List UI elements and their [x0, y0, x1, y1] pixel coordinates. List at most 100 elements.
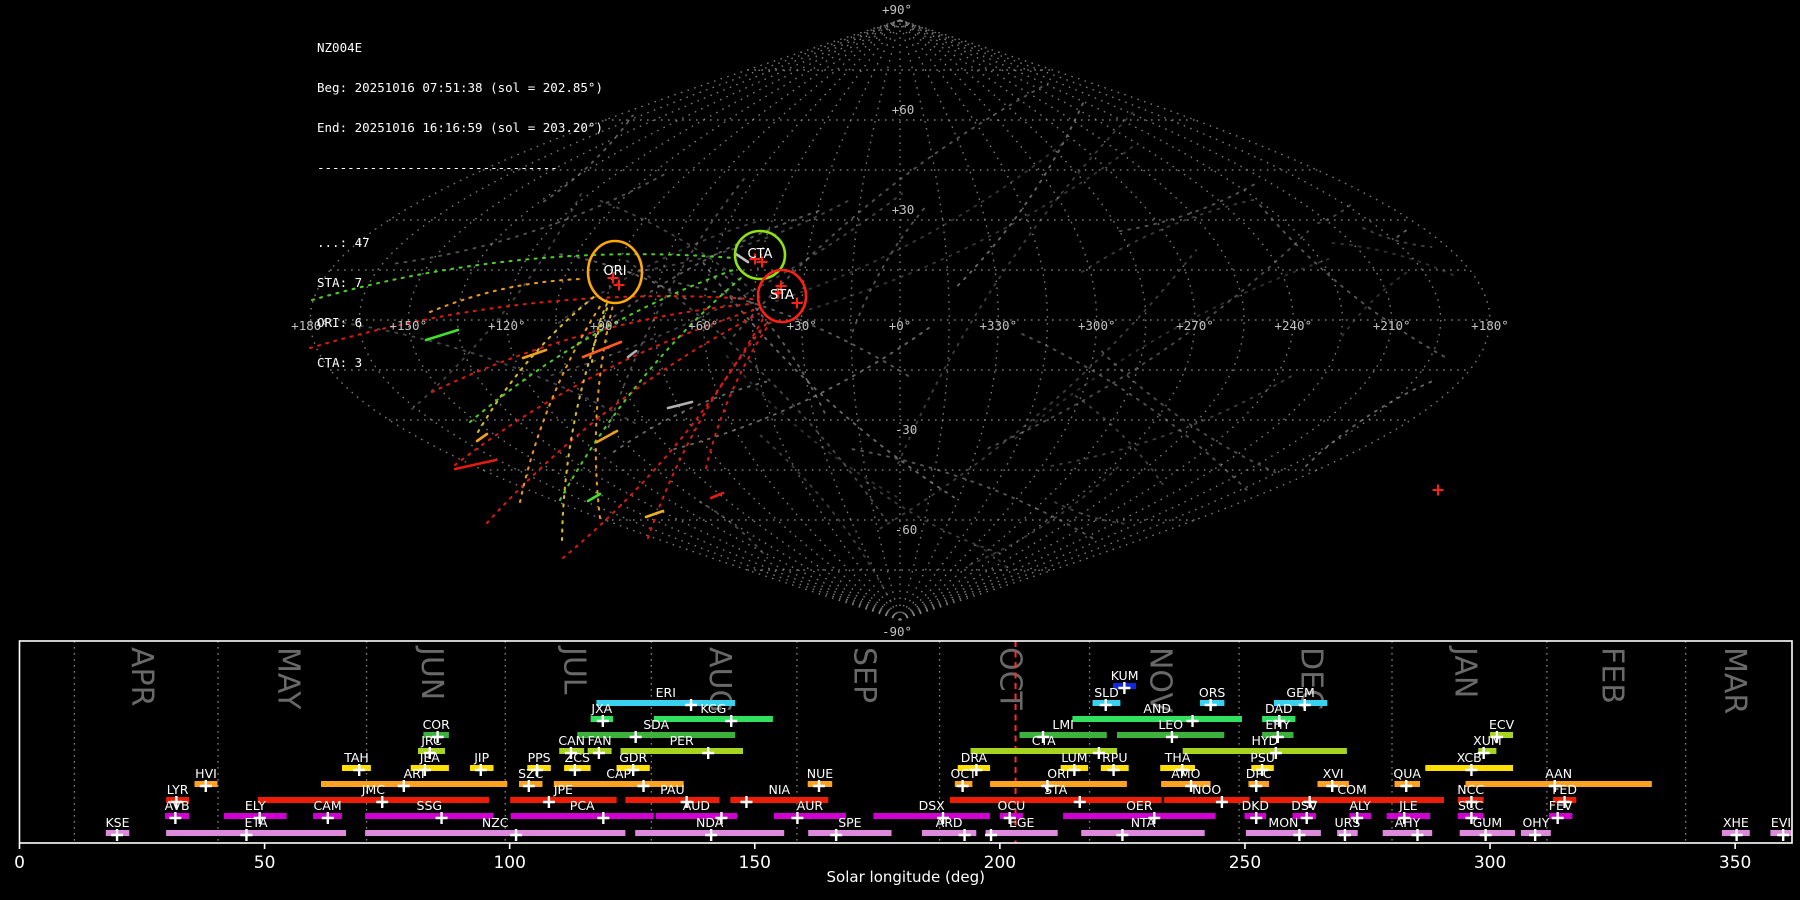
shower-peak-nia [740, 796, 753, 808]
shower-label-eta: ETA [244, 815, 268, 830]
meteor-trail-sporadic [607, 173, 749, 428]
shower-bar-aan [1465, 781, 1652, 787]
sky-grid-meridian [899, 19, 1442, 621]
shower-bar-aur [773, 813, 846, 819]
shower-peak-amo [1185, 780, 1198, 792]
lone-meteor-marker [1432, 484, 1444, 496]
radiant-marker-cta [756, 256, 768, 268]
shower-bar-sda [577, 732, 736, 738]
shower-peak-oct [956, 780, 969, 792]
shower-bar-cap [553, 781, 684, 787]
shower-label-kse: KSE [105, 815, 129, 830]
shower-peak-dsv [1300, 812, 1313, 824]
sky-grid-meridian [899, 19, 1344, 621]
shower-bar-and [1072, 716, 1242, 722]
sky-grid-meridian [604, 19, 901, 621]
shower-peak-aan [1548, 780, 1561, 792]
shower-label-ori: ORI [1047, 766, 1069, 781]
map-longitude-label: +270° [1176, 318, 1214, 333]
shower-peak-ari [397, 780, 410, 792]
shower-peak-kcg [725, 715, 738, 727]
shower-peak-aud [715, 812, 728, 824]
shower-bar-pau [625, 797, 720, 803]
shower-label-psu: PSU [1250, 750, 1275, 765]
shower-peak-nue [812, 780, 825, 792]
shower-label-tha: THA [1164, 750, 1191, 765]
month-label-feb: FEB [1594, 647, 1629, 704]
axis-tick-label: 0 [14, 853, 25, 873]
meteor-trail-sporadic [879, 249, 1198, 530]
shower-peak-psu [1256, 764, 1269, 776]
shower-label-jxa: JXA [590, 701, 612, 716]
meteor-trail-sporadic [542, 114, 634, 203]
shower-label-dsx: DSX [919, 798, 946, 813]
axis-title: Solar longitude (deg) [827, 868, 985, 886]
shower-label-nzc: NZC [482, 815, 509, 830]
shower-peak-ecv [1490, 731, 1503, 743]
shower-label-zcs: ZCS [565, 750, 590, 765]
shower-peak-scc [1465, 812, 1478, 824]
axis-tick-label: 50 [254, 853, 276, 873]
shower-bar-leo [1117, 732, 1225, 738]
meteor-trail-sporadic [1074, 395, 1164, 486]
meteor-trail-sporadic [1317, 203, 1353, 225]
meteor-streak [644, 509, 665, 519]
shower-label-sda: SDA [643, 717, 669, 732]
shower-bar-nzc [365, 830, 626, 836]
month-label-mar: MAR [1717, 647, 1752, 714]
meteor-trail-sporadic [1305, 380, 1434, 467]
shower-label-fed: FED [1552, 782, 1577, 797]
radiant-label-cta: CTA [748, 247, 773, 262]
shower-label-jrc: JRC [420, 733, 442, 748]
shower-peak-eta [240, 829, 253, 841]
shower-peak-fan [592, 747, 605, 759]
shower-bar-xum [1478, 748, 1497, 754]
meteor-streak [586, 492, 602, 503]
shower-bar-spe [808, 830, 892, 836]
shower-peak-noo [1215, 796, 1228, 808]
shower-peak-pau [680, 796, 693, 808]
shower-peak-ors [1204, 699, 1217, 711]
sky-grid-meridian [800, 19, 901, 621]
shower-label-tah: TAH [343, 750, 369, 765]
shower-label-xum: XUM [1473, 733, 1502, 748]
shower-label-cap: CAP [606, 766, 631, 781]
shower-label-per: PER [670, 733, 694, 748]
map-latitude-label: +30 [892, 202, 915, 217]
shower-label-jip: JIP [473, 750, 489, 765]
shower-label-rpu: RPU [1102, 750, 1127, 765]
shower-bar-tha [1160, 765, 1195, 771]
observation-begin: Beg: 20251016 07:51:38 (sol = 202.85°) [317, 80, 603, 96]
map-longitude-label: +180° [1471, 318, 1509, 333]
shower-bar-cta [970, 748, 1118, 754]
shower-bar-aly [1349, 813, 1371, 819]
shower-peak-ard [958, 829, 971, 841]
map-longitude-label: +180° [291, 318, 329, 333]
shower-peak-lmi [1037, 731, 1049, 743]
meteor-trail-sporadic [987, 230, 1310, 450]
shower-label-ege: EGE [1009, 815, 1035, 830]
shower-bar-ori [990, 781, 1127, 787]
shower-bar-dsx [873, 813, 991, 819]
shower-bar-tah [342, 765, 371, 771]
radiant-marker-sta [772, 287, 784, 299]
sky-grid-meridian [899, 19, 1147, 621]
meteor-trail-sporadic [557, 220, 760, 324]
sky-grid-meridian [899, 19, 1295, 621]
meteor-streak [666, 400, 694, 410]
shower-label-jpe: JPE [553, 782, 573, 797]
meteor-trail-sporadic [1362, 227, 1433, 248]
shower-label-sld: SLD [1094, 685, 1119, 700]
shower-label-ahy: AHY [1395, 815, 1421, 830]
shower-label-nta: NTA [1131, 815, 1156, 830]
shower-label-dkd: DKD [1242, 798, 1269, 813]
shower-label-ecv: ECV [1489, 717, 1515, 732]
month-label-dec: DEC [1294, 647, 1329, 710]
shower-peak-avb [169, 812, 182, 824]
shower-label-can: CAN [558, 733, 585, 748]
shower-peak-per [702, 747, 715, 759]
meteor-trail-sta [646, 320, 770, 540]
shower-peak-pca [597, 812, 610, 824]
shower-bar-zcs [564, 765, 591, 771]
shower-bar-oer [1063, 813, 1216, 819]
